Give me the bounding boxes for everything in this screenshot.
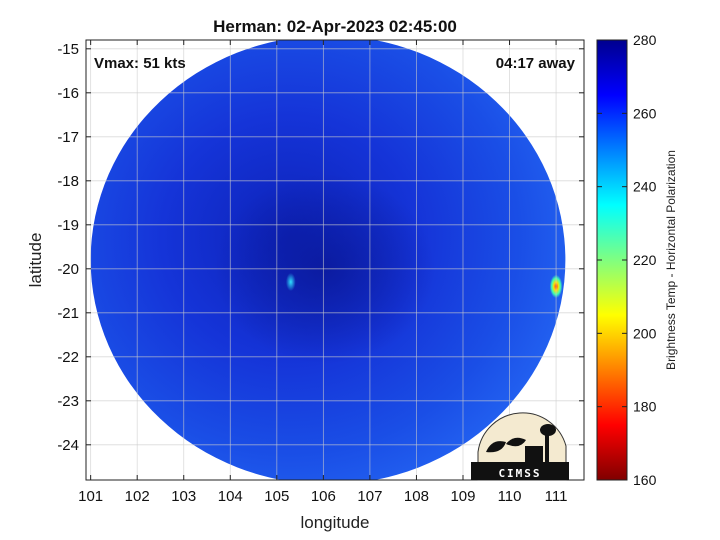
colorbar-tick-label: 180 — [633, 399, 657, 415]
x-tick-label: 109 — [450, 488, 475, 505]
logo-text: CIMSS — [498, 467, 541, 480]
y-tick-label: -24 — [57, 437, 79, 454]
plot-area: 101 102 103 104 105 106 107 108 109 110 111 -15 -16… — [26, 39, 585, 532]
colorbar-tick-label: 220 — [633, 252, 657, 268]
y-tick-label: -22 — [57, 349, 79, 366]
y-tick-label: -20 — [57, 261, 79, 278]
hot-pixel-1 — [285, 272, 296, 292]
y-tick-label: -16 — [57, 85, 79, 102]
x-tick-label: 103 — [171, 488, 196, 505]
plot-frame — [85, 39, 585, 481]
colorbar-tick-label: 260 — [633, 105, 657, 121]
logo-tower-icon — [545, 432, 549, 464]
x-tick-label: 101 — [78, 488, 103, 505]
logo-dish-icon-2 — [506, 437, 526, 447]
time-away-annotation: 04:17 away — [496, 55, 576, 72]
colorbar-ticks: 280 260 240 220 200 180 160 — [597, 32, 657, 488]
logo-ground — [471, 462, 569, 480]
x-tick-label: 104 — [218, 488, 243, 505]
x-axis: 101 102 103 104 105 106 107 108 109 110 111 — [78, 40, 567, 505]
x-tick-label: 106 — [311, 488, 336, 505]
colorbar-tick-label: 160 — [633, 472, 657, 488]
x-tick-label: 107 — [357, 488, 382, 505]
y-tick-label: -19 — [57, 217, 79, 234]
colorbar-tick-label: 280 — [633, 32, 657, 48]
y-axis-label: latitude — [26, 233, 45, 288]
y-tick-label: -18 — [57, 173, 79, 190]
y-tick-label: -23 — [57, 393, 79, 410]
y-tick-label: -15 — [57, 41, 79, 58]
y-axis: -15 -16 -17 -18 -19 -20 -21 -22 -23 -24 — [57, 41, 584, 454]
x-tick-label: 108 — [404, 488, 429, 505]
y-tick-label: -17 — [57, 129, 79, 146]
colorbar: 280 260 240 220 200 180 160 Brightness Temp - … — [596, 32, 678, 488]
colorbar-label: Brightness Temp - Horizontal Polarizatio… — [664, 150, 678, 370]
logo-tank-icon — [540, 424, 556, 436]
logo-building-icon — [525, 446, 543, 464]
swath-layer — [90, 40, 566, 480]
logo-dish-icon — [486, 441, 506, 453]
x-tick-label: 102 — [125, 488, 150, 505]
x-tick-label: 110 — [498, 488, 522, 505]
colorbar-tick-label: 200 — [633, 325, 657, 341]
colorbar-tick-label: 240 — [633, 179, 657, 195]
y-tick-label: -21 — [57, 305, 79, 322]
vmax-annotation: Vmax: 51 kts — [94, 55, 186, 72]
x-tick-label: 105 — [264, 488, 289, 505]
chart-title: Herman: 02-Apr-2023 02:45:00 — [213, 17, 457, 36]
x-tick-label: 111 — [545, 488, 568, 505]
cimss-logo: CIMSS — [471, 412, 569, 481]
x-axis-label: longitude — [300, 513, 369, 532]
